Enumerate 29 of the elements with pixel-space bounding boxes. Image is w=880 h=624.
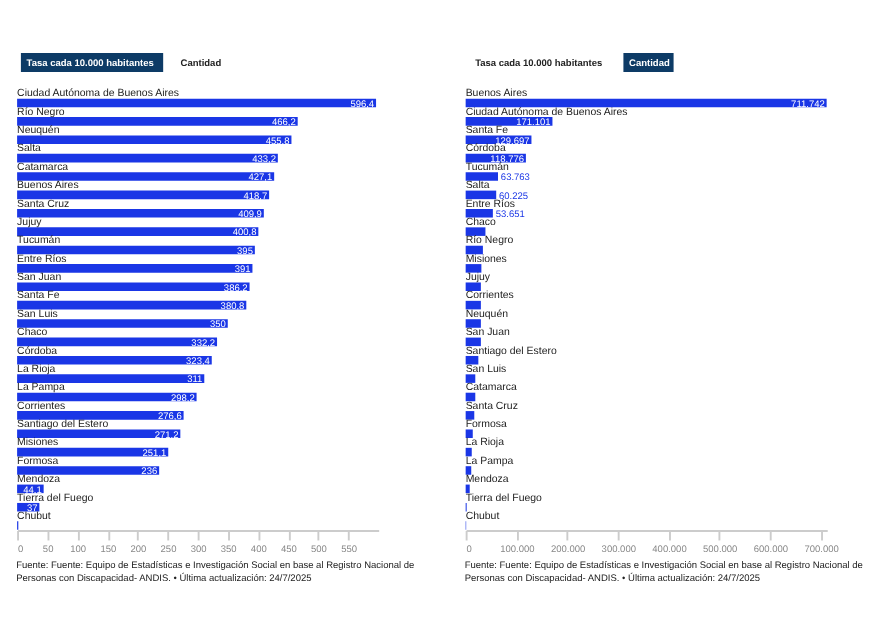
bar [465, 300, 481, 310]
bar [17, 172, 275, 181]
bar [17, 466, 160, 475]
bar [465, 190, 497, 200]
bar [465, 264, 482, 273]
bar [465, 227, 486, 236]
bar [465, 447, 472, 457]
bar [17, 227, 259, 236]
bar [17, 208, 264, 218]
bar [465, 282, 481, 292]
bar [17, 319, 228, 328]
bar [465, 466, 472, 475]
bar [17, 374, 205, 383]
bar [465, 374, 476, 383]
bar [17, 117, 298, 126]
bar [17, 264, 253, 273]
bar [17, 355, 212, 365]
bar [465, 319, 481, 328]
bar [17, 411, 184, 420]
bar [465, 337, 481, 347]
bar [465, 429, 473, 439]
bar [17, 429, 181, 439]
bar [465, 172, 498, 181]
bar [17, 98, 377, 108]
bar [17, 282, 250, 292]
bar [465, 355, 479, 365]
bar [465, 245, 483, 255]
bar [465, 208, 493, 218]
bar [17, 135, 292, 145]
